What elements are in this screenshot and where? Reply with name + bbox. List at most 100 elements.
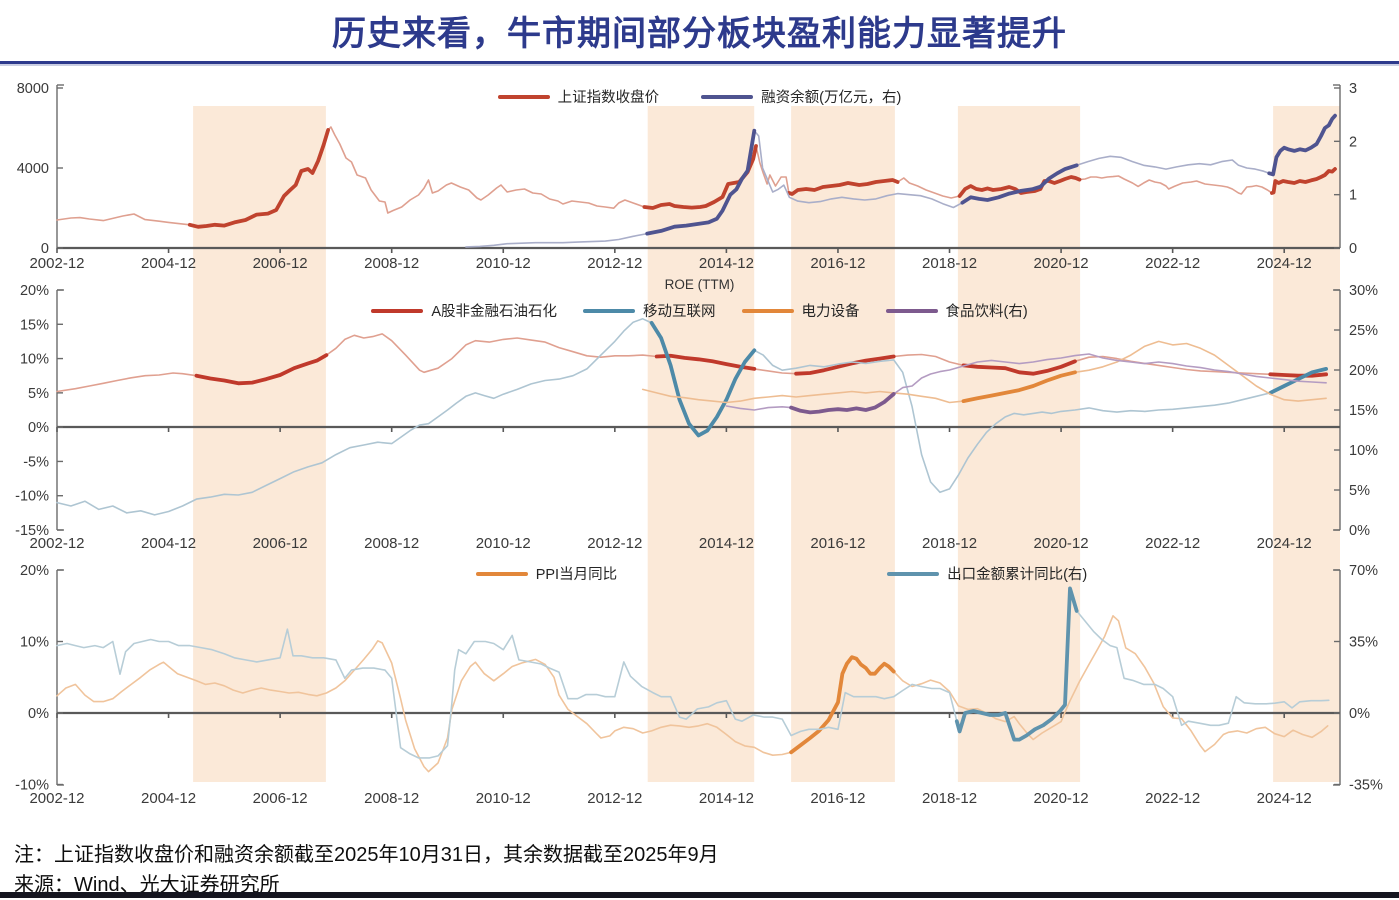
left-axis-label: 0% (28, 420, 49, 436)
right-axis: 3 2 1 0 (1334, 81, 1357, 257)
x-axis-label: 2004-12 (141, 535, 196, 552)
bold-segment (194, 353, 329, 386)
x-axis-label: 2020-12 (1034, 255, 1089, 272)
chart-ppi-export: 20%10%0%-10%70%35%0%-35%2002-12 2004-12 20… (15, 558, 1383, 807)
chart-roe-ttm: 20% 15% 10% 5% 0% -5% -10% -15% 30% 25% 20% 15% 10% 5… (15, 283, 1378, 558)
left-axis-label: 0% (28, 706, 49, 722)
x-axis-label: 2008-12 (364, 535, 419, 552)
x-axis-label: 2010-12 (476, 255, 531, 272)
x-axis-label: 2006-12 (253, 255, 308, 272)
x-axis-label: 2014-12 (699, 790, 754, 807)
right-axis-label: 1 (1349, 188, 1357, 204)
page-title: 历史来看，牛市期间部分板块盈利能力显著提升 (332, 15, 1067, 53)
left-axis-label: 20% (20, 563, 49, 579)
right-axis-label: 30% (1349, 283, 1378, 299)
bull-band (647, 106, 755, 283)
bold-segment (1267, 113, 1337, 177)
series-出口金额累计同比(右) (56, 586, 1330, 759)
x-axis-label: 2006-12 (253, 535, 308, 552)
series-电力设备 (641, 340, 1327, 404)
bull-market-bands (193, 558, 1340, 782)
left-axis: 20% 10% 0% -10% (15, 563, 63, 794)
x-axis-label: 2004-12 (141, 255, 196, 272)
bull-band (1273, 106, 1340, 283)
x-axis-label: 2020-12 (1034, 790, 1089, 807)
x-axis-label: 2024-12 (1257, 255, 1312, 272)
bold-segment (961, 370, 1077, 403)
bold-segment (649, 321, 757, 438)
bull-band (193, 106, 326, 283)
bold-segment (794, 354, 896, 376)
bold-segment (187, 128, 330, 229)
bull-band (193, 283, 326, 558)
right-axis-label: 35% (1349, 635, 1378, 651)
left-axis-label: 20% (20, 283, 49, 299)
x-axis-label: 2010-12 (476, 790, 531, 807)
x-axis-label: 2014-12 (699, 255, 754, 272)
bull-band (957, 106, 1081, 283)
footnote: 注：上证指数收盘价和融资余额截至2025年10月31日，其余数据截至2025年9… (14, 844, 719, 866)
x-axis-label: 2002-12 (29, 535, 84, 552)
x-axis-label: 2020-12 (1034, 535, 1089, 552)
bold-segment (654, 353, 757, 371)
bull-band (957, 283, 1081, 558)
bold-segment (789, 392, 896, 415)
series-融资余额(万亿元，右) (465, 113, 1337, 248)
right-axis-label: 2 (1349, 134, 1357, 150)
left-axis-label: 4000 (17, 161, 49, 177)
right-axis-label: 0 (1349, 241, 1357, 257)
x-axis-label: 2024-12 (1257, 790, 1312, 807)
x-axis-label: 2012-12 (587, 535, 642, 552)
x-axis-label: 2018-12 (922, 535, 977, 552)
x-axis-label: 2024-12 (1257, 535, 1312, 552)
x-axis-label: 2008-12 (364, 790, 419, 807)
bold-segment (1268, 367, 1328, 395)
x-axis-label: 2002-12 (29, 790, 84, 807)
series-移动互联网 (56, 318, 1328, 516)
bull-band (1273, 283, 1340, 558)
x-axis-label: 2018-12 (922, 255, 977, 272)
bold-segment (957, 175, 1082, 198)
left-axis-label: 5% (28, 386, 49, 402)
x-axis-label: 2022-12 (1145, 535, 1200, 552)
left-axis-label: 10% (20, 635, 49, 651)
left-axis: 8000 4000 0 (17, 81, 63, 257)
bold-segment (954, 586, 1079, 742)
right-axis-label: 25% (1349, 323, 1378, 339)
left-axis-label: -10% (15, 778, 49, 794)
x-axis-label: 2002-12 (29, 255, 84, 272)
axes (56, 84, 1341, 250)
x-axis: 2002-12 2004-12 2006-12 2008-12 2010-12 2012-… (29, 427, 1312, 552)
bull-market-bands (193, 283, 1340, 558)
left-axis-label: 10% (20, 352, 49, 368)
left-axis-label: 0 (41, 241, 49, 257)
right-axis-label: 5% (1349, 483, 1370, 499)
bull-band (791, 283, 895, 558)
bull-band (193, 558, 326, 782)
title-block: 历史来看，牛市期间部分板块盈利能力显著提升 (0, 0, 1399, 60)
x-axis-label: 2006-12 (253, 790, 308, 807)
bull-band (647, 558, 755, 782)
roe-chart-title: ROE (TTM) (664, 277, 735, 292)
bold-segment (961, 359, 1077, 376)
left-axis-label: -10% (15, 489, 49, 505)
x-axis-label: 2016-12 (810, 535, 865, 552)
x-axis-label: 2016-12 (810, 790, 865, 807)
source-note: 来源：Wind、光大证券研究所 (14, 874, 280, 896)
left-axis-label: -5% (23, 454, 49, 470)
bold-segment (789, 655, 896, 755)
x-axis-label: 2022-12 (1145, 790, 1200, 807)
x-axis-label: 2008-12 (364, 255, 419, 272)
right-axis: 70% 35% 0% -35% (1334, 563, 1383, 794)
right-axis-label: 0% (1349, 523, 1370, 539)
series-PPI当月同比 (56, 615, 1329, 773)
bold-segment (1268, 372, 1328, 378)
x-axis-label: 2014-12 (699, 535, 754, 552)
bull-market-bands (193, 106, 1340, 283)
left-axis-label: -15% (15, 523, 49, 539)
series-食品饮料(右) (725, 353, 1327, 415)
right-axis-label: -35% (1349, 778, 1383, 794)
right-axis: 30% 25% 20% 15% 10% 5% 0% (1334, 283, 1378, 539)
bull-band (791, 106, 895, 283)
